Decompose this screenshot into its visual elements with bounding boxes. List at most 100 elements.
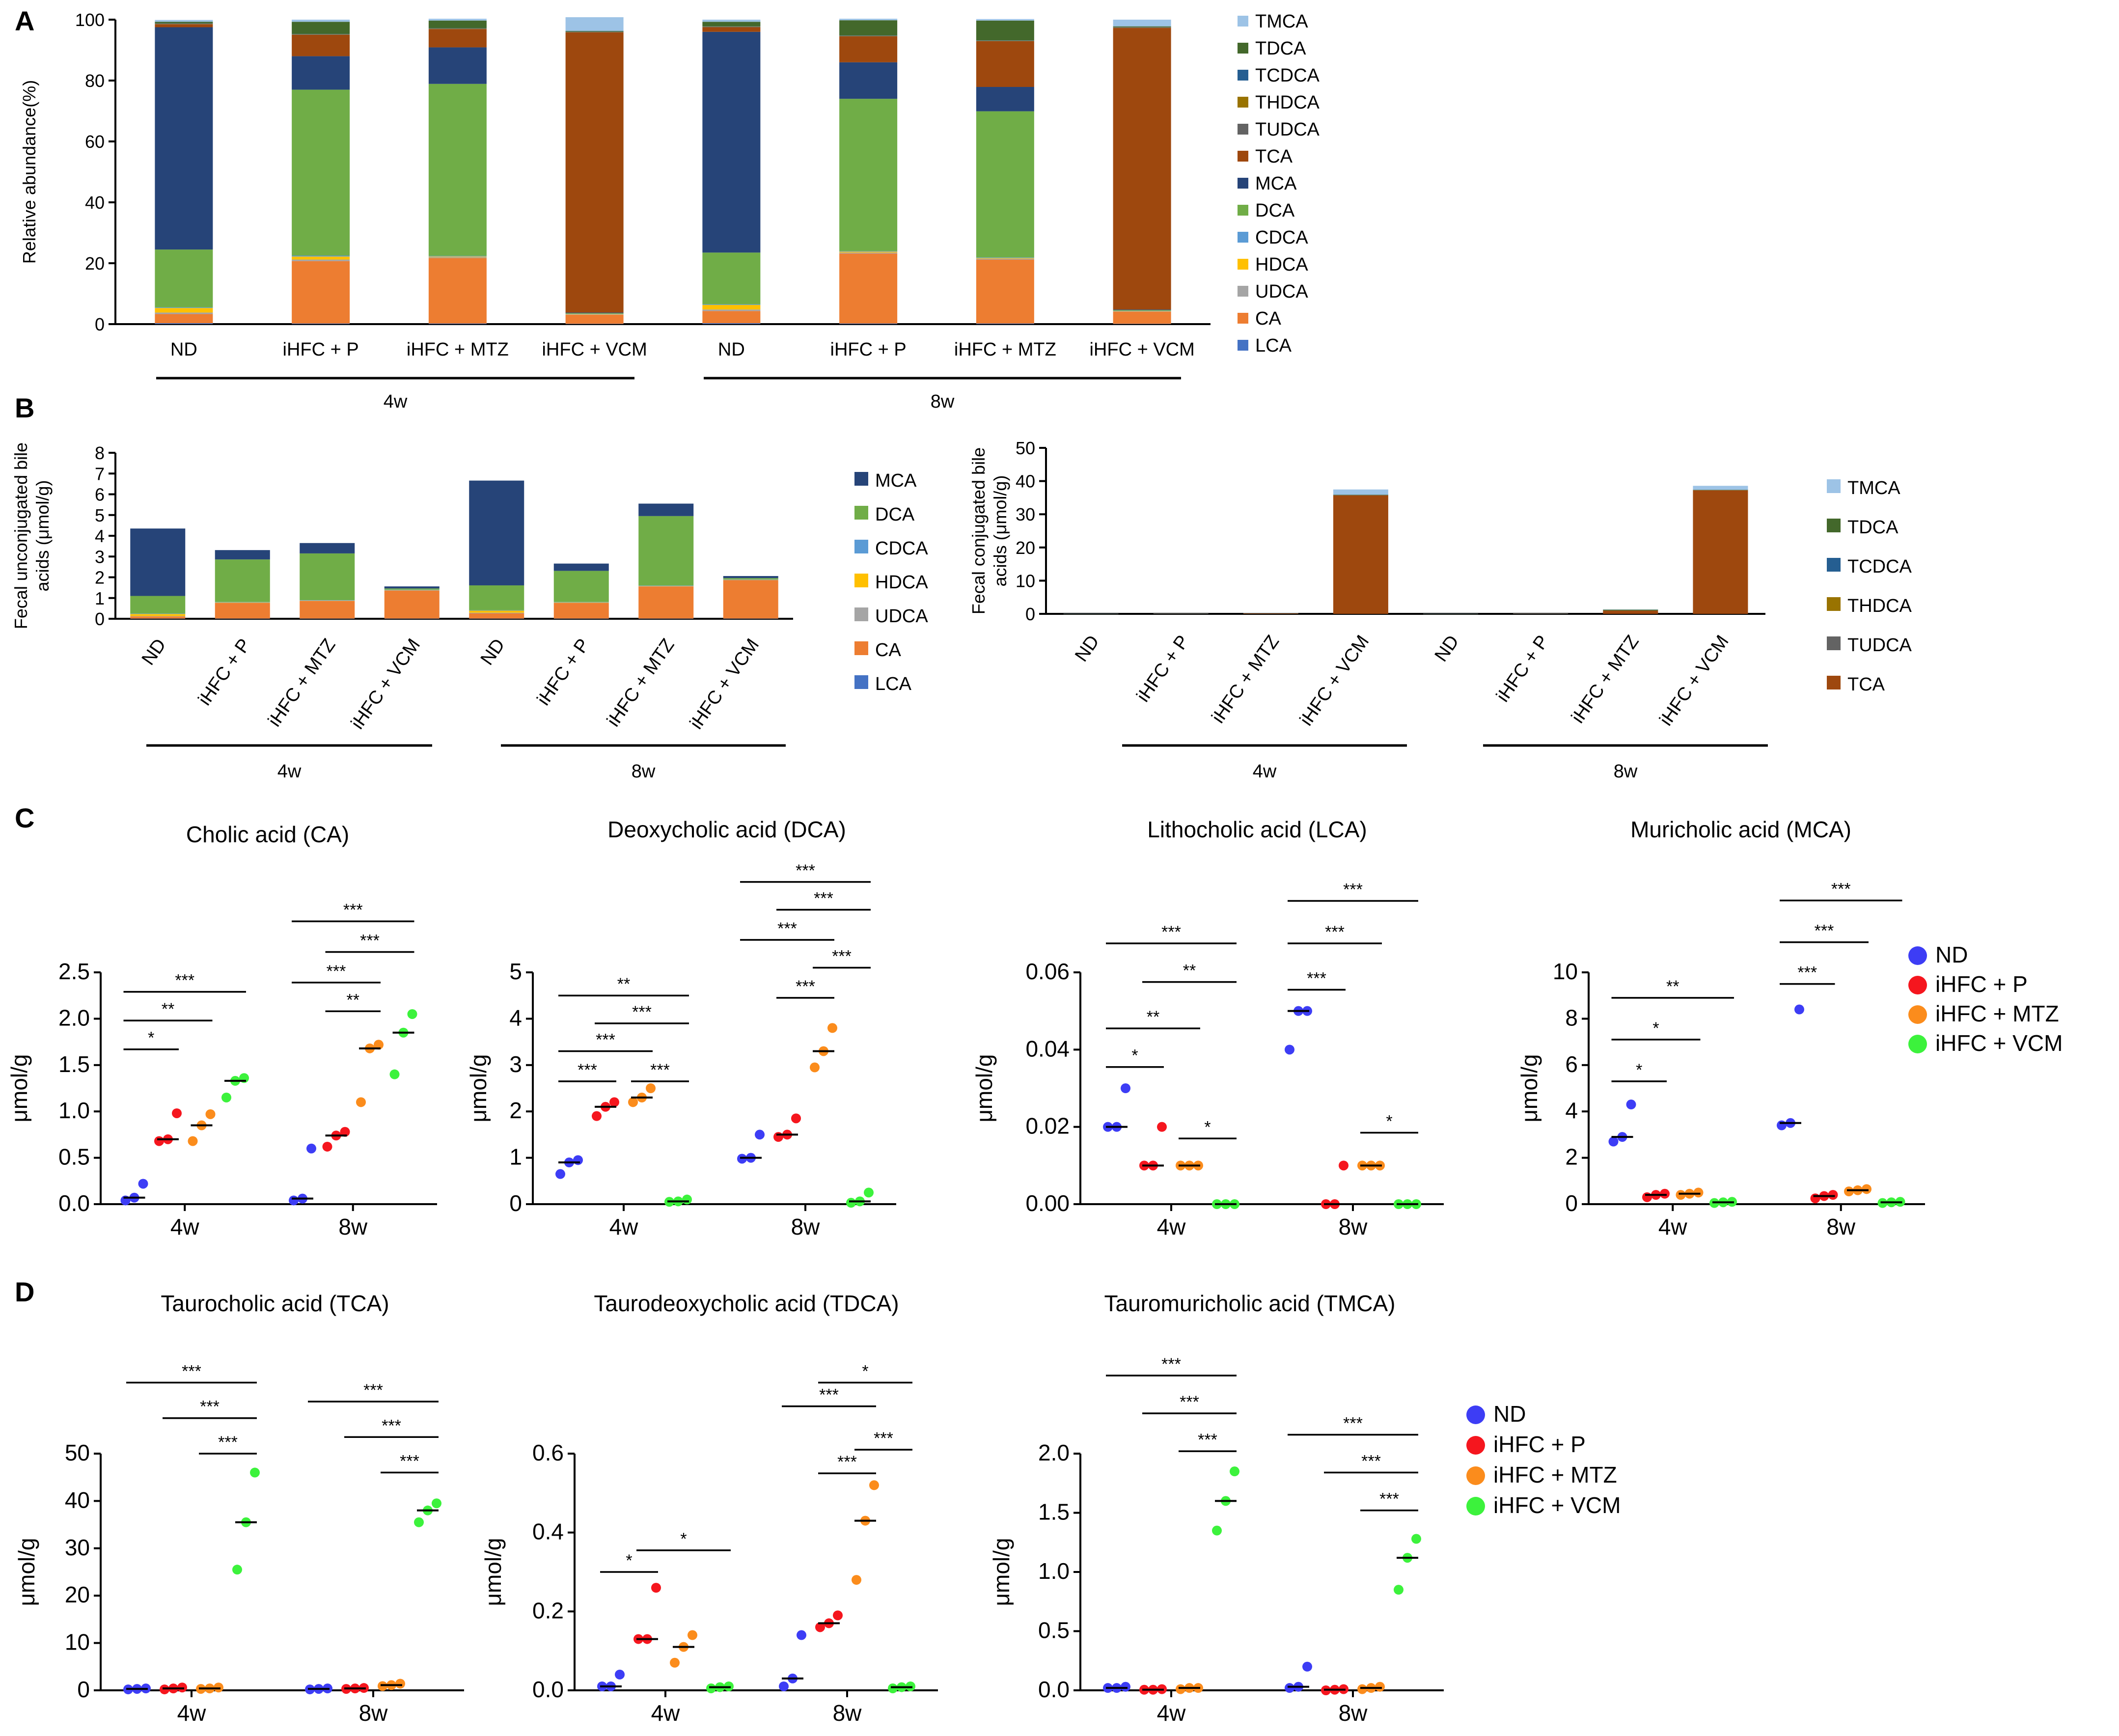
data-point [573, 1155, 583, 1165]
bar-segment-cdca [638, 585, 694, 586]
x-tick-label: 4w [1157, 1700, 1186, 1726]
legend-label-cdca: CDCA [875, 538, 928, 559]
y-tick-label: 1.5 [1038, 1499, 1070, 1525]
y-tick-label: 6 [95, 485, 105, 505]
category-label: iHFC + P [533, 635, 594, 709]
significance-label: *** [1343, 1414, 1363, 1433]
data-point [827, 1023, 837, 1033]
bar-segment-tudca [702, 27, 761, 28]
chart-d3: Tauromuricholic acid (TMCA) 0.0 0.5 1.0 1.5 2… [989, 1291, 1444, 1726]
legend-label-ca: CA [1255, 308, 1281, 329]
legend-label-tudca: TUDCA [1255, 119, 1320, 140]
data-point [138, 1179, 148, 1189]
category-label: iHFC + P [830, 339, 907, 360]
y-tick-label: 5 [95, 505, 105, 525]
y-tick-label: 1 [509, 1144, 522, 1170]
data-point [1660, 1188, 1670, 1199]
y-tick-label: 100 [75, 10, 105, 30]
y-tick-label: 7 [95, 464, 105, 484]
y-tick-label: 4 [1565, 1098, 1578, 1123]
bar-segment-tca [839, 36, 898, 62]
bar-segment-udca [428, 257, 487, 258]
y-tick-label: 2 [509, 1098, 522, 1123]
legend-marker-nd [1466, 1405, 1485, 1424]
y-tick-label: 0 [77, 1677, 90, 1702]
significance-label: *** [874, 1429, 893, 1448]
y-tick-label: 0 [1025, 604, 1035, 624]
bar-segment-tca [155, 24, 213, 28]
category-label: iHFC + MTZ [954, 339, 1056, 360]
bar-segment-hdca [428, 256, 487, 257]
legend-swatch-tdca [1827, 519, 1841, 532]
data-point [1375, 1681, 1385, 1692]
category-label: ND [170, 339, 197, 360]
chart-c3: Lithocholic acid (LCA) 0.00 0.02 0.04 0.06 μm… [971, 817, 1444, 1240]
bar-segment-mca [155, 27, 213, 250]
bar-segment-tca [702, 27, 761, 32]
data-point [833, 1610, 843, 1621]
group-label: 4w [277, 761, 302, 782]
bar-segment-thdca [1693, 490, 1748, 491]
data-point [1339, 1160, 1348, 1171]
bar-segment-tmca [702, 20, 761, 22]
y-tick-label: 10 [1553, 959, 1578, 984]
category-label: iHFC + P [1133, 632, 1193, 706]
y-tick-label: 0.5 [58, 1144, 90, 1170]
bar-segment-dca [130, 596, 186, 614]
legend-label: iHFC + P [1935, 971, 2028, 997]
y-tick-label: 0 [95, 314, 105, 334]
significance-label: *** [200, 1398, 220, 1416]
bar-segment-cdca [702, 304, 761, 305]
legend-label-udca: UDCA [875, 606, 928, 627]
data-point [1157, 1122, 1167, 1132]
legend-marker-nd [1908, 946, 1927, 965]
data-point [1844, 1186, 1854, 1197]
y-axis-label: acids (μmol/g) [990, 475, 1010, 587]
legend-swatch-mca [1238, 178, 1248, 189]
bar-segment-ca [215, 603, 270, 619]
bar-segment-hdca [839, 251, 898, 253]
significance-label: *** [1343, 880, 1363, 899]
y-tick-label: 3 [509, 1051, 522, 1077]
significance-label: ** [1147, 1008, 1159, 1026]
significance-label: *** [819, 1386, 839, 1405]
legend-label: iHFC + MTZ [1935, 1001, 2059, 1026]
bar-segment-tca [1243, 613, 1298, 614]
legend-swatch-lca [854, 675, 868, 689]
y-tick-label: 2.0 [58, 1005, 90, 1030]
y-tick-label: 1.5 [58, 1051, 90, 1077]
bar-segment-hdca [384, 590, 440, 591]
data-point [340, 1127, 350, 1137]
data-point [172, 1108, 182, 1118]
legend-label-mca: MCA [1255, 173, 1297, 194]
legend-swatch-cdca [1238, 232, 1248, 243]
significance-label: *** [1307, 969, 1326, 988]
bar-segment-tca [1693, 490, 1748, 614]
chart-title: Deoxycholic acid (DCA) [607, 817, 846, 842]
legend-label-tcdca: TCDCA [1255, 65, 1320, 86]
y-tick-label: 60 [85, 132, 105, 152]
bar-segment-dca [215, 559, 270, 602]
bar-segment-udca [565, 314, 624, 315]
bar-segment-ca [292, 261, 350, 324]
bar-segment-mca [1113, 309, 1171, 310]
y-tick-label: 40 [1016, 471, 1035, 492]
bar-segment-tca [1113, 28, 1171, 310]
chart-d1: Taurocholic acid (TCA) 0 10 20 30 40 50 μmol/g 4… [14, 1291, 464, 1726]
chart-d2: Taurodeoxycholic acid (TDCA) 0.0 0.2 0.4 0.6… [480, 1291, 938, 1726]
legend-label-udca: UDCA [1255, 281, 1308, 302]
legend-swatch-tudca [1827, 636, 1841, 650]
data-point [1230, 1466, 1239, 1477]
bar-segment-tudca [1693, 490, 1748, 491]
bar-segment-mca [384, 586, 440, 589]
y-tick-label: 2.5 [58, 959, 90, 984]
data-point [414, 1517, 424, 1527]
bar-segment-tmca [1153, 613, 1209, 614]
legend-label-dca: DCA [875, 504, 915, 525]
legend-swatch-dca [1238, 205, 1248, 216]
chart-title: Taurocholic acid (TCA) [161, 1291, 389, 1316]
bar-segment-udca [292, 259, 350, 261]
bar-segment-tcdca [1113, 27, 1171, 28]
legend-label-dca: DCA [1255, 200, 1295, 221]
